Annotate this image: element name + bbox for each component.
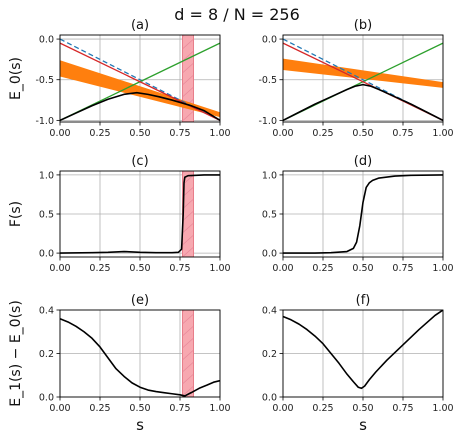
plot-area-a: [60, 35, 220, 122]
x-tick-label: 0.75: [169, 128, 190, 139]
x-tick-label: 0.75: [169, 403, 190, 414]
panel-title-d: (d): [354, 154, 372, 169]
panel-a: (a) 0.00 0.25 0.50 0.75 1.00 0.0 -0.5 -1.0 E_0(s): [8, 18, 231, 139]
x-tick-label: 0.75: [169, 263, 190, 274]
y-axis-label: E_1(s) − E_0(s): [8, 300, 24, 407]
panel-title-a: (a): [131, 18, 149, 33]
x-tick-label: 0.00: [49, 263, 70, 274]
panel-c: (c) 0.00 0.25 0.50 0.75 1.00 0.0 0.5 1.0 F(s): [8, 154, 231, 274]
x-axis-label: s: [136, 416, 144, 434]
x-tick-label: 0.25: [312, 263, 333, 274]
y-tick-label: 0.5: [39, 210, 54, 221]
highlight-region: [181, 310, 194, 397]
x-tick-label: 1.00: [209, 263, 230, 274]
x-tick-label: 0.00: [272, 263, 293, 274]
y-axis-label: F(s): [8, 201, 24, 227]
y-tick-label: 0.2: [262, 349, 277, 360]
series-line-0: [60, 174, 220, 254]
y-tick-label: 0.4: [39, 306, 54, 317]
x-tick-label: 0.50: [129, 128, 150, 139]
y-tick-label: 0.0: [39, 249, 54, 260]
plot-area-b: [283, 38, 443, 122]
y-tick-label: 1.0: [262, 170, 277, 181]
x-tick-label: 1.00: [432, 263, 453, 274]
y-tick-label: 0.0: [262, 249, 277, 260]
panel-title-e: (e): [131, 293, 149, 308]
x-tick-label: 0.50: [129, 403, 150, 414]
plot-area-f: [283, 310, 443, 390]
x-tick-label: 0.50: [129, 263, 150, 274]
x-tick-label: 0.25: [312, 403, 333, 414]
series-line-0: [60, 38, 220, 121]
panel-title-b: (b): [354, 18, 372, 33]
series-line-2: [60, 42, 220, 121]
x-tick-label: 1.00: [432, 403, 453, 414]
panel-title-f: (f): [356, 293, 371, 308]
y-tick-label: 0.0: [262, 393, 277, 404]
y-tick-label: -1.0: [258, 116, 277, 127]
x-tick-label: 1.00: [432, 128, 453, 139]
x-tick-label: 0.00: [272, 128, 293, 139]
x-axis-label: s: [359, 416, 367, 434]
y-tick-label: 0.2: [39, 349, 54, 360]
y-tick-label: -0.5: [35, 75, 54, 86]
x-tick-label: 0.50: [352, 403, 373, 414]
panel-d: (d) 0.00 0.25 0.50 0.75 1.00 0.0 0.5 1.0: [262, 154, 454, 274]
y-tick-label: -0.5: [258, 75, 277, 86]
x-tick-label: 0.00: [49, 403, 70, 414]
x-tick-label: 1.00: [209, 403, 230, 414]
x-tick-label: 0.00: [49, 128, 70, 139]
y-tick-label: 0.5: [262, 210, 277, 221]
plot-area-e: [60, 310, 220, 397]
panel-title-c: (c): [131, 154, 148, 169]
highlight-region: [181, 35, 194, 122]
y-tick-label: 0.4: [262, 306, 277, 317]
series-line-3: [283, 83, 443, 122]
band-0: [283, 58, 443, 88]
panel-b: (b) 0.00 0.25 0.50 0.75 1.00 0.0 -0.5 -1.0: [258, 18, 453, 139]
series-line-0: [283, 174, 443, 254]
series-line-0: [283, 310, 443, 390]
panel-f: (f) 0.00 0.25 0.50 0.75 1.00 0.0 0.2 0.4 s: [262, 293, 454, 434]
series-line-0: [283, 38, 443, 121]
x-tick-label: 0.25: [89, 403, 110, 414]
x-tick-label: 0.00: [272, 403, 293, 414]
x-tick-label: 0.75: [392, 128, 413, 139]
x-tick-label: 0.75: [392, 263, 413, 274]
x-tick-label: 1.00: [209, 128, 230, 139]
x-tick-label: 0.50: [352, 128, 373, 139]
suptitle: d = 8 / N = 256: [174, 5, 300, 24]
plot-area-d: [283, 174, 443, 254]
x-tick-label: 0.25: [312, 128, 333, 139]
y-axis-label: E_0(s): [8, 57, 24, 100]
y-tick-label: 0.0: [39, 393, 54, 404]
x-tick-label: 0.50: [352, 263, 373, 274]
series-line-3: [60, 91, 220, 122]
y-tick-label: 0.0: [262, 35, 277, 46]
x-tick-label: 0.25: [89, 128, 110, 139]
x-tick-label: 0.75: [392, 403, 413, 414]
highlight-hatch: [182, 310, 194, 397]
series-line-0: [60, 317, 220, 397]
x-tick-label: 0.25: [89, 263, 110, 274]
y-tick-label: 0.0: [39, 35, 54, 46]
plot-area-c: [60, 171, 220, 257]
panel-e: (e) 0.00 0.25 0.50 0.75 1.00 0.0 0.2 0.4 E_1(s) −…: [8, 293, 231, 434]
y-tick-label: 1.0: [39, 170, 54, 181]
y-tick-label: -1.0: [35, 116, 54, 127]
